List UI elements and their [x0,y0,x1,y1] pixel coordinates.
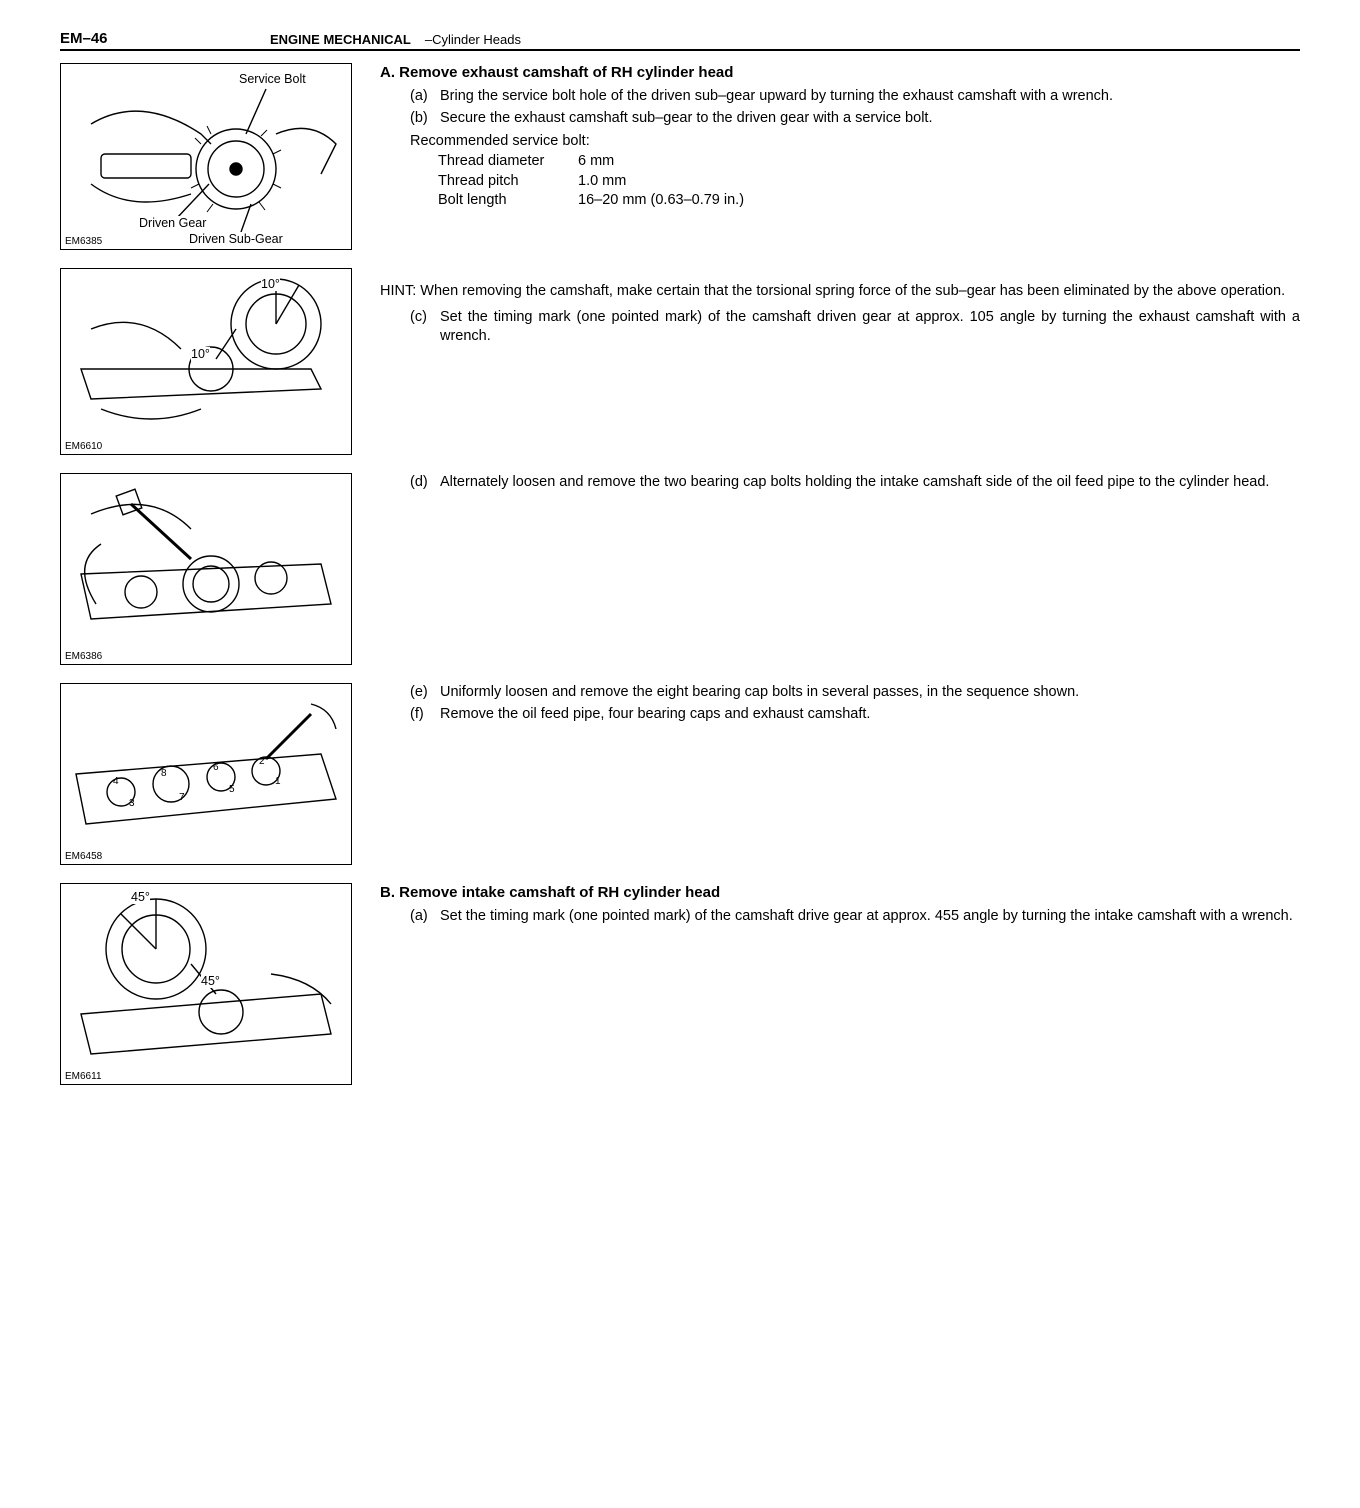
figure-label: 10° [191,347,210,361]
figure-id: EM6611 [65,1071,102,1082]
figure-id: EM6385 [65,236,102,247]
hint-text: HINT: When removing the camshaft, make c… [380,282,1300,302]
figure-label: 45° [131,890,150,904]
figure-em6458: 43 8 7 65 21 EM6458 [60,683,352,865]
step-text: Remove the oil feed pipe, four bearing c… [440,705,1300,725]
svg-text:8: 8 [161,768,167,779]
spec-key: Thread pitch [438,172,578,192]
recommend-label: Recommended service bolt: [410,132,1300,152]
spec-val: 1.0 mm [578,172,626,192]
spec-key: Bolt length [438,191,578,211]
figure-label: Driven Gear [139,216,206,230]
step-label: (a) [410,87,440,107]
step-label: (a) [410,907,440,927]
svg-text:4: 4 [113,776,119,787]
svg-text:1: 1 [275,776,281,787]
figure-em6385: Service Bolt Driven Gear Driven Sub-Gear… [60,63,352,250]
step-label: (c) [410,308,440,347]
figure-label: Driven Sub-Gear [189,232,283,246]
header-title: ENGINE MECHANICAL [270,32,411,47]
step-label: (f) [410,705,440,725]
figure-id: EM6386 [65,651,102,662]
section-a-block3: (d) Alternately loosen and remove the tw… [380,473,1300,495]
spec-val: 6 mm [578,152,614,172]
svg-text:6: 6 [213,762,219,773]
header-subtitle: –Cylinder Heads [425,32,521,47]
section-a-block4: (e) Uniformly loosen and remove the eigh… [380,683,1300,726]
svg-text:2: 2 [259,756,265,767]
figure-id: EM6458 [65,851,102,862]
figure-em6386: EM6386 [60,473,352,665]
svg-text:7: 7 [179,792,185,803]
step-label: (e) [410,683,440,703]
figure-id: EM6610 [65,441,102,452]
page-header: EM–46 ENGINE MECHANICAL –Cylinder Heads [60,30,1300,51]
step-text: Set the timing mark (one pointed mark) o… [440,907,1300,927]
section-a-block2: HINT: When removing the camshaft, make c… [380,268,1300,349]
spec-key: Thread diameter [438,152,578,172]
figure-em6611: 45° 45° EM6611 [60,883,352,1085]
step-text: Set the timing mark (one pointed mark) o… [440,308,1300,347]
svg-text:5: 5 [229,784,235,795]
page-number: EM–46 [60,30,270,47]
step-text: Bring the service bolt hole of the drive… [440,87,1300,107]
step-text: Uniformly loosen and remove the eight be… [440,683,1300,703]
section-b-title: B. Remove intake camshaft of RH cylinder… [380,883,1300,903]
figure-label: 45° [201,974,220,988]
step-text: Secure the exhaust camshaft sub–gear to … [440,109,1300,129]
figure-em6610: 10° 10° EM6610 [60,268,352,455]
figure-label: 10° [261,277,280,291]
figure-label: Service Bolt [239,72,306,86]
step-text: Alternately loosen and remove the two be… [440,473,1300,493]
section-a-title: A. Remove exhaust camshaft of RH cylinde… [380,63,1300,83]
section-b-block: B. Remove intake camshaft of RH cylinder… [380,883,1300,929]
step-label: (b) [410,109,440,129]
step-label: (d) [410,473,440,493]
svg-text:3: 3 [129,798,135,809]
spec-val: 16–20 mm (0.63–0.79 in.) [578,191,744,211]
section-a-block1: A. Remove exhaust camshaft of RH cylinde… [380,63,1300,211]
